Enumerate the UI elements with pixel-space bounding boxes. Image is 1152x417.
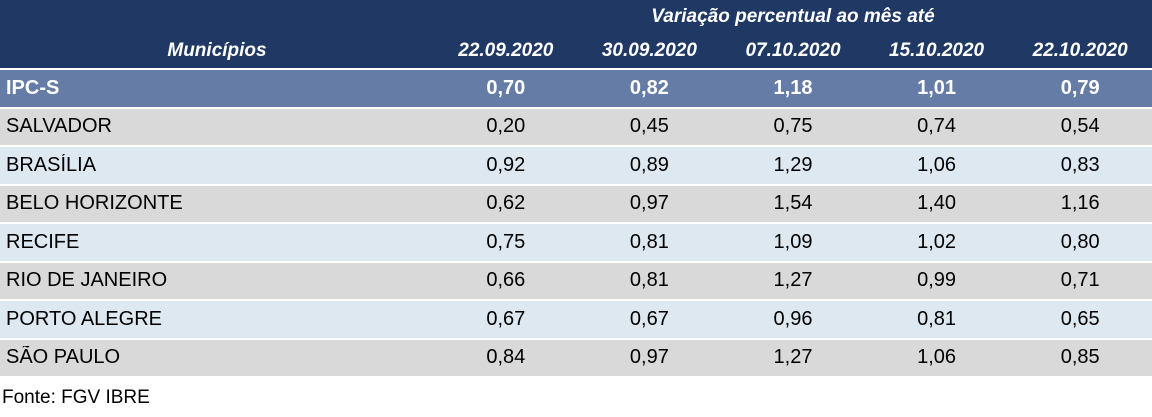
row-value: 1,27 xyxy=(773,346,813,369)
row-value: 0,89 xyxy=(629,153,669,176)
row-value: 1,27 xyxy=(773,269,813,292)
column-header-date: 22.09.2020 xyxy=(458,40,554,61)
column-header-date: 22.10.2020 xyxy=(1032,40,1128,61)
row-value: 1,16 xyxy=(1060,192,1100,215)
table-row: SÃO PAULO 0,84 0,97 1,27 1,06 0,85 xyxy=(0,339,1152,378)
row-label: PORTO ALEGRE xyxy=(6,307,162,330)
group-header-title: Variação percentual ao mês até xyxy=(651,6,935,27)
table-row: BRASÍLIA 0,92 0,89 1,29 1,06 0,83 xyxy=(0,147,1152,186)
row-value: 0,75 xyxy=(773,115,813,138)
table-row: SALVADOR 0,20 0,45 0,75 0,74 0,54 xyxy=(0,108,1152,147)
column-header-date: 15.10.2020 xyxy=(889,40,985,61)
row-value: 0,66 xyxy=(486,269,526,292)
column-header-date: 07.10.2020 xyxy=(745,40,841,61)
row-value: 0,83 xyxy=(1060,153,1100,176)
row-value: 0,62 xyxy=(486,192,526,215)
row-value: 1,29 xyxy=(773,153,813,176)
header-columns-row: Municípios 22.09.2020 30.09.2020 07.10.2… xyxy=(0,34,1152,68)
row-value: 0,20 xyxy=(486,115,526,138)
row-value: 1,06 xyxy=(917,346,957,369)
row-value: 0,81 xyxy=(629,269,669,292)
table-row: PORTO ALEGRE 0,67 0,67 0,96 0,81 0,65 xyxy=(0,301,1152,340)
row-value: 0,67 xyxy=(486,307,526,330)
row-value: 0,92 xyxy=(486,153,526,176)
row-value: 0,54 xyxy=(1060,115,1100,138)
row-value: 0,65 xyxy=(1060,307,1100,330)
row-value: 0,45 xyxy=(629,115,669,138)
row-value: 0,85 xyxy=(1060,346,1100,369)
row-value: 0,97 xyxy=(629,192,669,215)
row-value: 0,75 xyxy=(486,230,526,253)
row-label: IPC-S xyxy=(6,76,60,99)
row-value: 0,80 xyxy=(1060,230,1100,253)
row-value: 0,96 xyxy=(773,307,813,330)
row-label: SALVADOR xyxy=(6,115,112,138)
row-value: 0,67 xyxy=(629,307,669,330)
row-label: RECIFE xyxy=(6,230,80,253)
row-label: RIO DE JANEIRO xyxy=(6,269,168,292)
row-value: 1,06 xyxy=(917,153,957,176)
header-group-row: Variação percentual ao mês até xyxy=(0,0,1152,34)
row-value: 1,18 xyxy=(773,76,813,99)
row-value: 1,09 xyxy=(773,230,813,253)
row-value: 0,79 xyxy=(1060,76,1100,99)
row-value: 0,81 xyxy=(917,307,957,330)
row-label: SÃO PAULO xyxy=(6,346,121,369)
row-value: 0,82 xyxy=(629,76,669,99)
row-value: 0,71 xyxy=(1060,269,1100,292)
row-value: 1,40 xyxy=(917,192,957,215)
table-row-ipcs-summary: IPC-S 0,70 0,82 1,18 1,01 0,79 xyxy=(0,70,1152,109)
table-header: Variação percentual ao mês até Município… xyxy=(0,0,1152,70)
column-header-date: 30.09.2020 xyxy=(601,40,697,61)
table-row: BELO HORIZONTE 0,62 0,97 1,54 1,40 1,16 xyxy=(0,185,1152,224)
row-value: 0,81 xyxy=(629,230,669,253)
row-value: 0,99 xyxy=(917,269,957,292)
row-value: 1,54 xyxy=(773,192,813,215)
row-value: 0,97 xyxy=(629,346,669,369)
row-value: 0,84 xyxy=(486,346,526,369)
row-label: BRASÍLIA xyxy=(6,153,97,176)
row-value: 1,01 xyxy=(917,76,957,99)
source-note: Fonte: FGV IBRE xyxy=(0,378,1152,417)
table-row: RIO DE JANEIRO 0,66 0,81 1,27 0,99 0,71 xyxy=(0,262,1152,301)
row-value: 1,02 xyxy=(917,230,957,253)
column-header-municipios: Municípios xyxy=(167,40,267,61)
row-label: BELO HORIZONTE xyxy=(6,192,183,215)
table-row: RECIFE 0,75 0,81 1,09 1,02 0,80 xyxy=(0,224,1152,263)
row-value: 0,70 xyxy=(486,76,526,99)
row-value: 0,74 xyxy=(917,115,957,138)
